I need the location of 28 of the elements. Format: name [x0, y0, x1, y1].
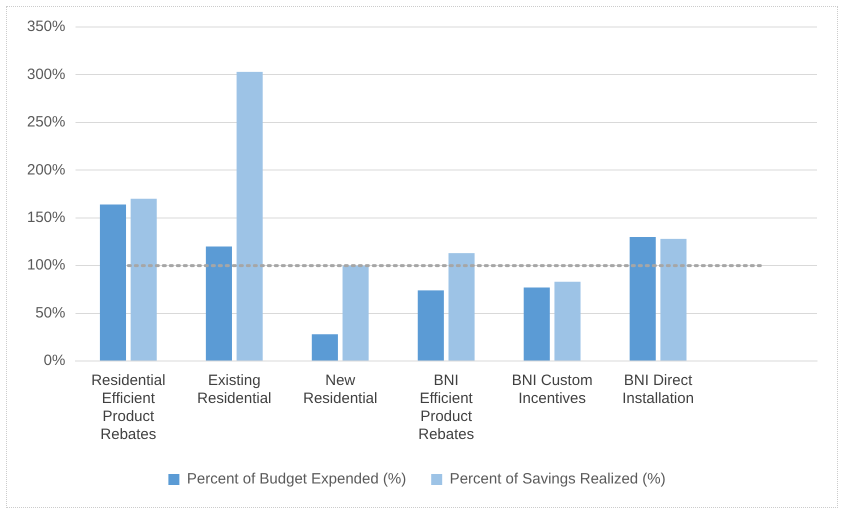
bar	[236, 72, 263, 360]
bar	[630, 236, 656, 360]
bar	[524, 288, 550, 360]
bar	[554, 282, 581, 360]
y-tick-label: 0%	[44, 352, 66, 370]
y-tick-label: 350%	[26, 18, 66, 36]
legend-label: Percent of Budget Expended (%)	[186, 470, 406, 488]
y-tick-label: 300%	[26, 66, 66, 83]
bar	[206, 246, 232, 360]
legend-label: Percent of Savings Realized (%)	[450, 470, 666, 488]
x-tick-label: Existing Residential	[197, 372, 272, 408]
y-tick-label: 150%	[26, 209, 66, 226]
bar	[418, 290, 444, 360]
bar	[448, 253, 475, 360]
y-tick-label: 100%	[26, 256, 66, 274]
bar	[100, 204, 126, 360]
x-tick-label: Residential Efficient Product Rebates	[91, 372, 166, 444]
x-tick-label: BNI Efficient Product Rebates	[418, 372, 474, 444]
bar	[342, 266, 369, 360]
x-tick-label: New Residential	[303, 372, 378, 408]
y-tick-label: 50%	[35, 304, 66, 322]
x-tick-label: BNI Direct Installation	[622, 372, 694, 408]
bar	[660, 238, 686, 360]
y-tick-label: 250%	[26, 114, 66, 131]
x-tick-label: BNI Custom Incentives	[512, 372, 593, 408]
bar	[312, 334, 338, 360]
y-tick-label: 200%	[26, 161, 66, 178]
bar	[130, 198, 157, 360]
